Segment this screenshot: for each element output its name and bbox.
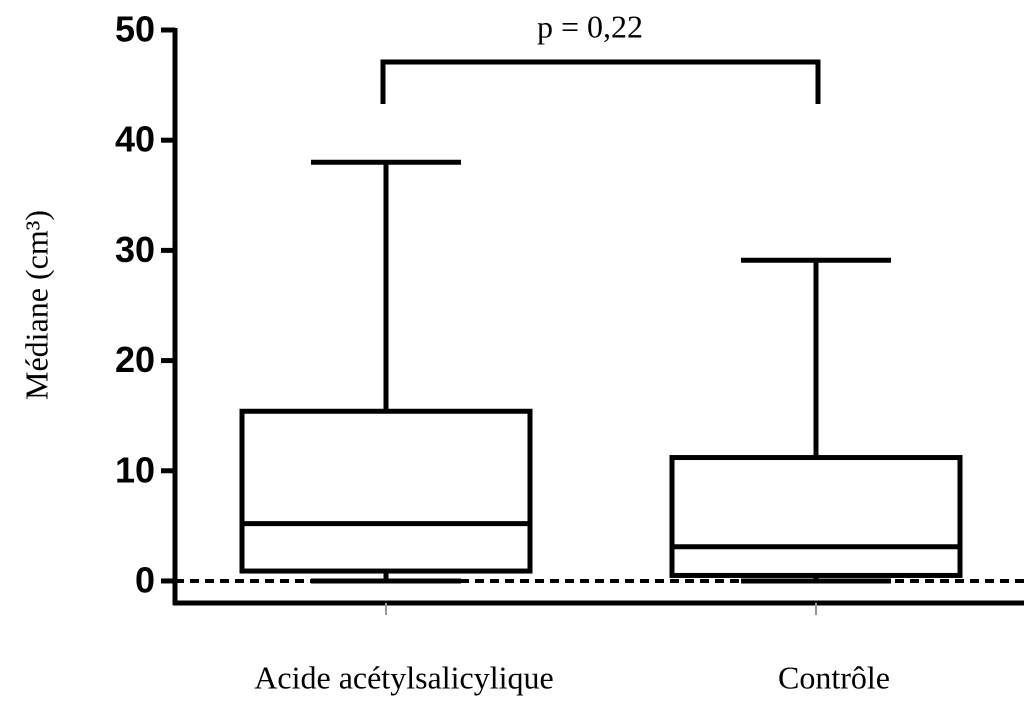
y-tick-label: 0 — [135, 559, 155, 600]
box — [239, 408, 533, 574]
y-axis-label: Médiane (cm³) — [18, 210, 54, 400]
x-tick-label: Contrôle — [778, 659, 890, 695]
y-tick-label: 30 — [115, 229, 155, 270]
y-tick-label: 10 — [115, 449, 155, 490]
y-tick-label: 40 — [115, 119, 155, 160]
significance-bracket — [380, 59, 821, 104]
x-tick-label: Acide acétylsalicylique — [254, 659, 553, 695]
y-tick-label: 20 — [115, 339, 155, 380]
annotation: p = 0,22 — [537, 8, 643, 44]
box — [669, 455, 963, 578]
y-tick-label: 50 — [115, 9, 155, 50]
